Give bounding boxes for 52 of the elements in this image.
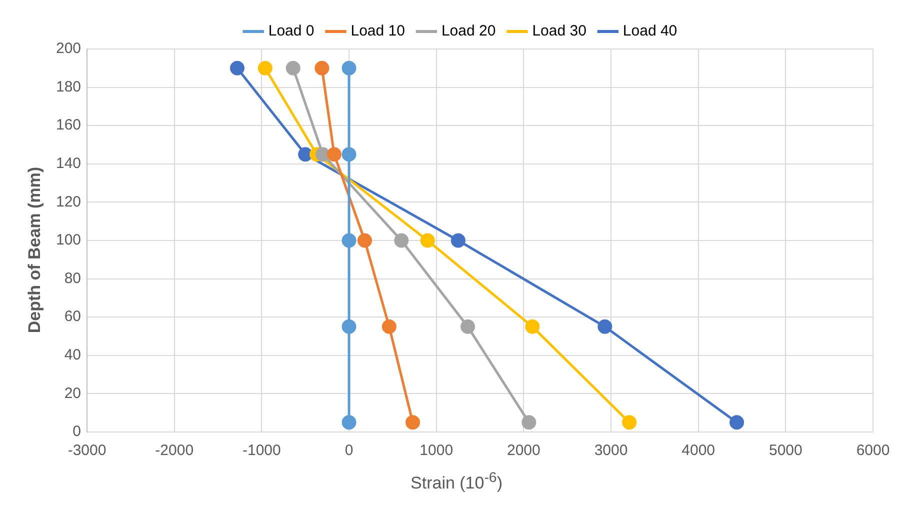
y-tick-label: 60 [64, 308, 82, 326]
y-tick-label: 140 [56, 155, 82, 172]
point [406, 415, 420, 430]
point [342, 147, 356, 162]
x-tick-label: 4000 [682, 442, 716, 460]
x-tick-label: 2000 [506, 442, 540, 460]
point [622, 415, 637, 430]
x-tick-label: 1000 [420, 442, 454, 460]
x-tick-label: 5000 [768, 442, 802, 460]
point [342, 233, 356, 248]
point [286, 60, 300, 76]
y-tick-label: 120 [56, 193, 82, 210]
point [730, 415, 744, 430]
y-tick-label: 40 [64, 346, 82, 364]
x-tick-label: 6000 [856, 442, 890, 460]
y-tick-label: 180 [56, 78, 82, 96]
legend-label: Load 0 [268, 22, 314, 40]
x-tick-label: 0 [344, 442, 354, 460]
y-tick-label: 200 [56, 40, 82, 58]
y-axis-title: Depth of Beam (mm) [25, 166, 45, 334]
legend-label: Load 20 [441, 22, 496, 40]
point [357, 233, 372, 248]
point [598, 319, 612, 334]
y-tick-label: 100 [56, 232, 82, 249]
point [420, 233, 435, 248]
point [382, 319, 396, 334]
x-tick-label: -2000 [155, 442, 194, 460]
legend-label: Load 10 [350, 22, 405, 40]
point [525, 319, 540, 334]
point [342, 60, 356, 76]
point [450, 233, 466, 248]
y-tick-label: 0 [72, 423, 82, 440]
x-axis-title: Strain (10$^{-6}$) [410, 470, 504, 494]
x-tick-label: 3000 [594, 442, 628, 460]
point [258, 60, 272, 76]
point [314, 60, 330, 76]
point [460, 319, 476, 334]
y-tick-label: 160 [56, 116, 82, 134]
x-tick-label: -1000 [242, 442, 281, 460]
legend-label: Load 40 [622, 22, 678, 40]
point [230, 60, 244, 76]
point [394, 233, 409, 248]
point [522, 415, 536, 430]
legend-label: Load 30 [532, 22, 586, 40]
point [326, 147, 342, 162]
point [298, 147, 313, 162]
point [342, 415, 356, 430]
x-tick-label: -3000 [68, 442, 106, 460]
y-tick-label: 20 [64, 384, 82, 402]
point [342, 319, 356, 334]
y-tick-label: 80 [64, 270, 82, 287]
point [316, 147, 330, 162]
